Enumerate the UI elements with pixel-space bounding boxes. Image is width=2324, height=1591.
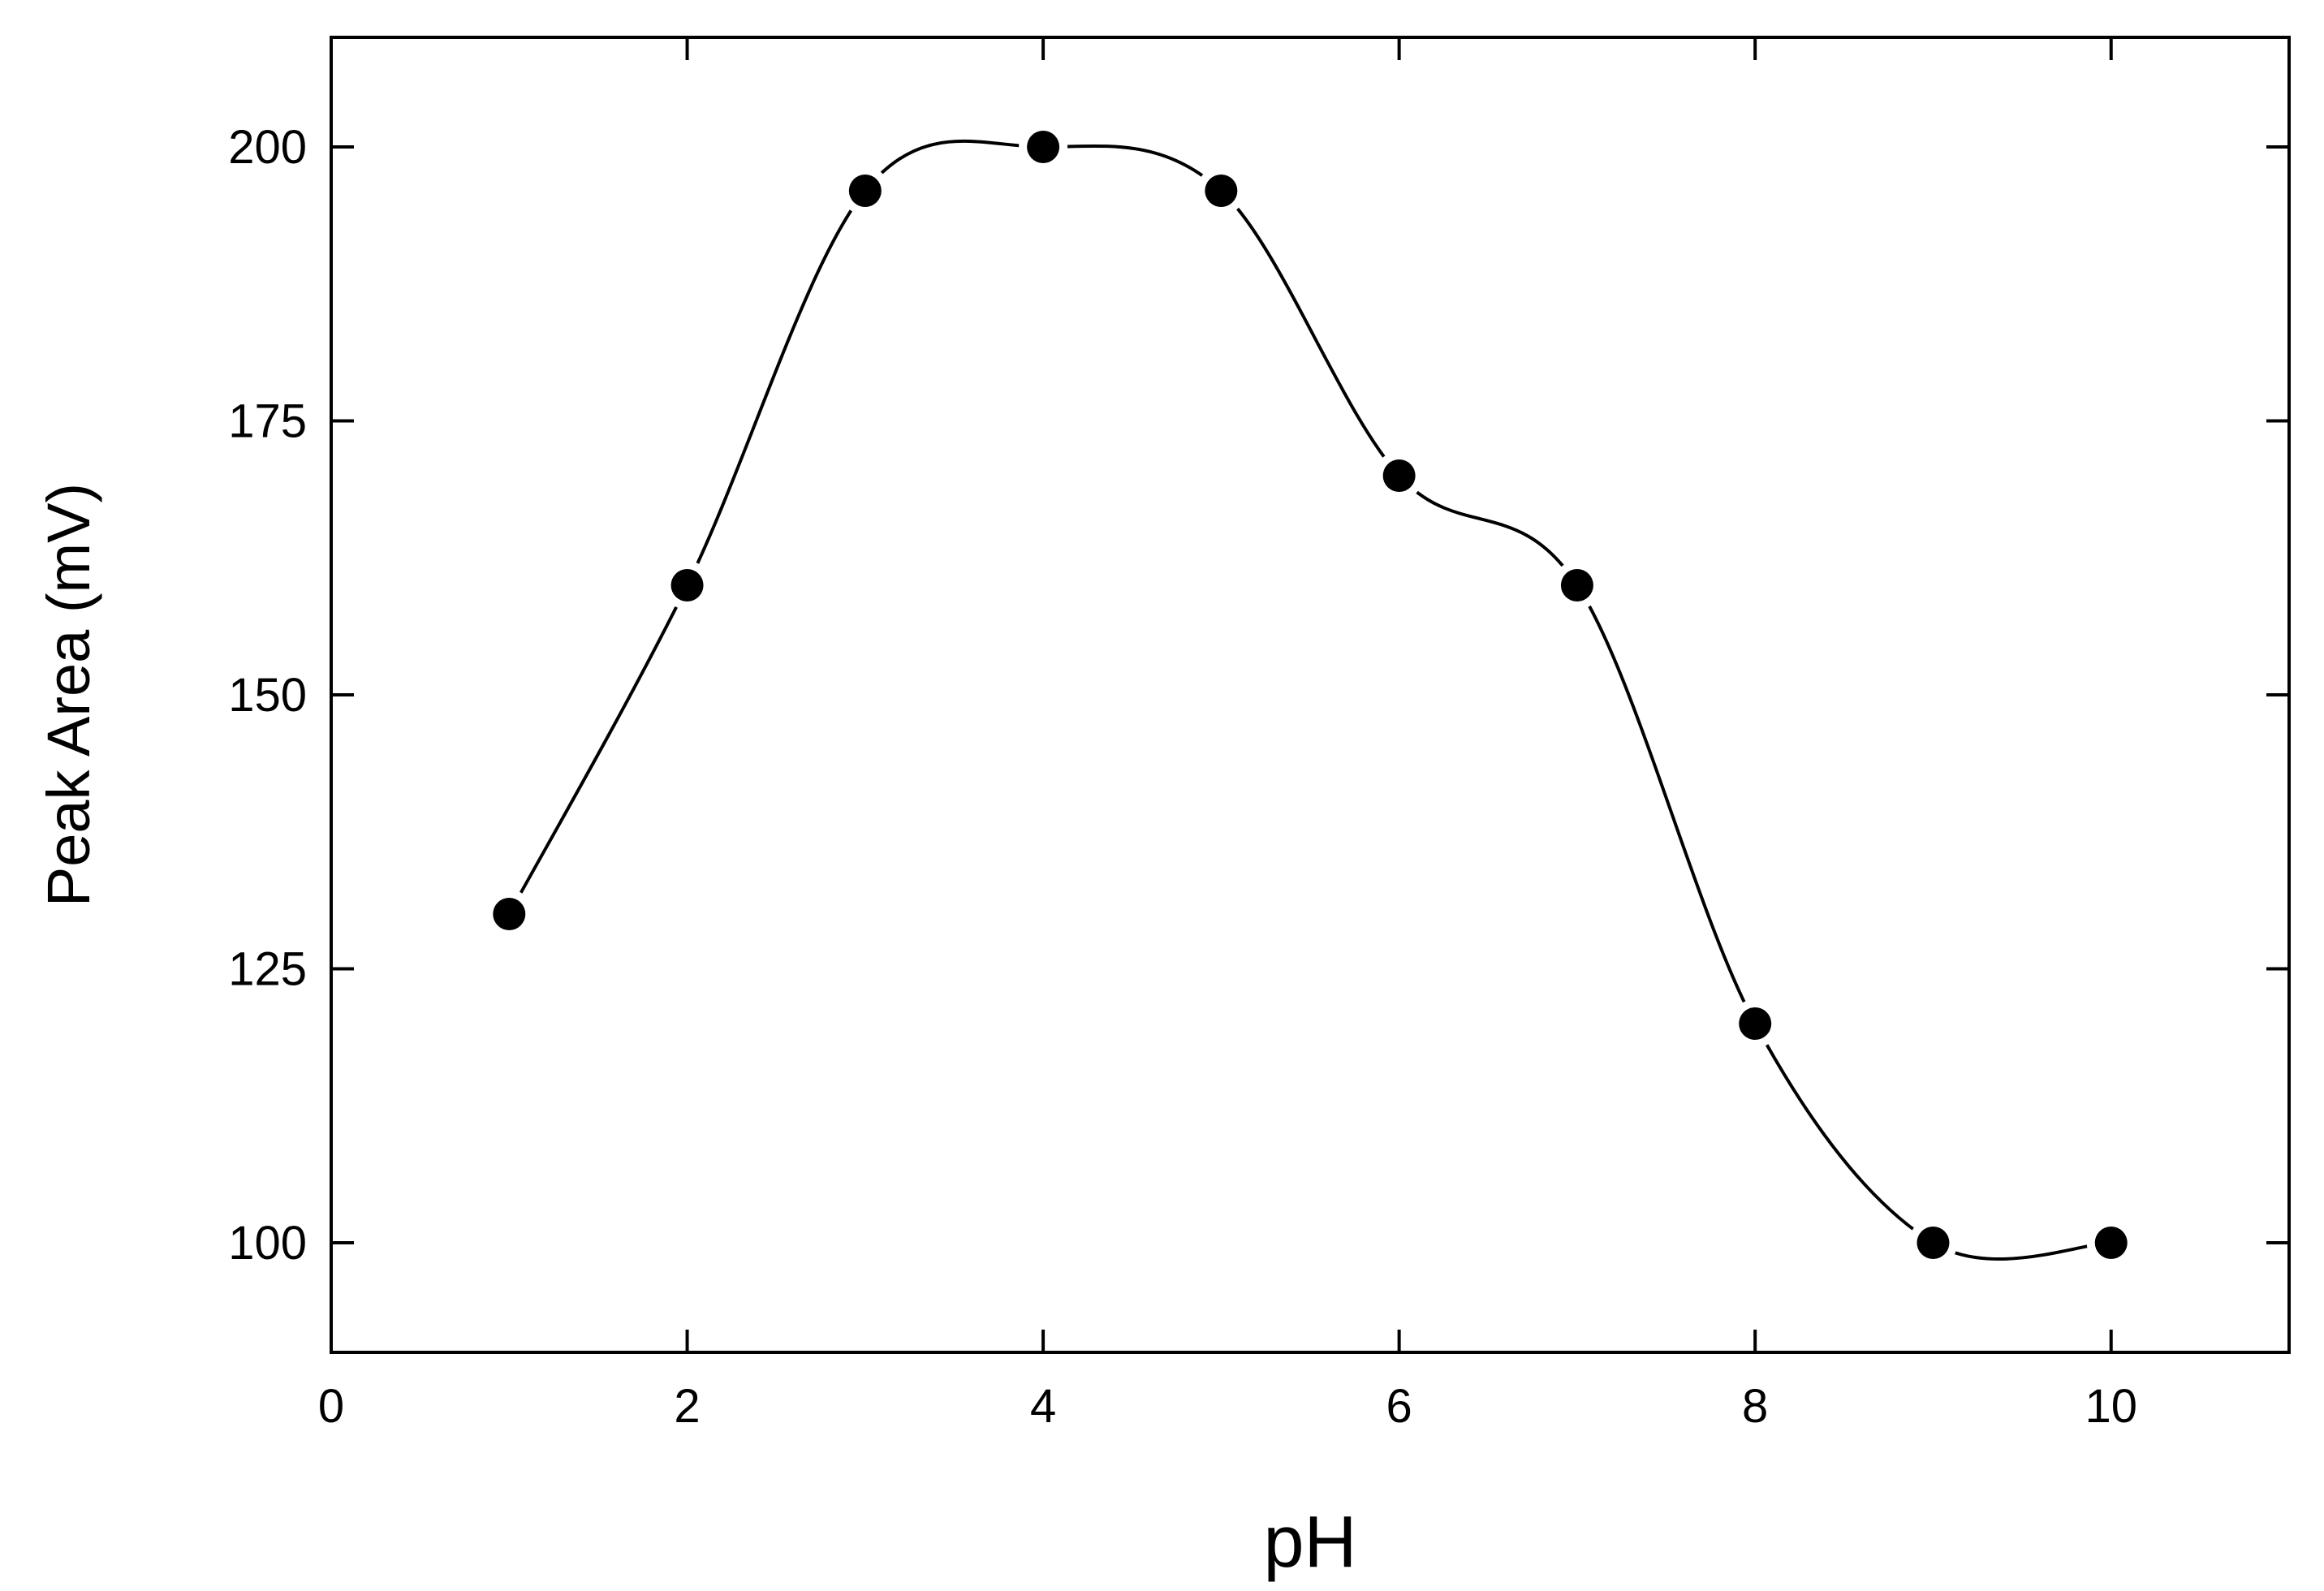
x-tick-label: 2 — [674, 1380, 700, 1433]
data-point — [493, 898, 526, 930]
x-tick-label: 6 — [1386, 1380, 1412, 1433]
x-tick-label: 4 — [1030, 1380, 1056, 1433]
x-axis-ticks: 0 2 4 6 8 10 — [318, 37, 2137, 1433]
x-axis-title: pH — [1263, 1502, 1356, 1583]
y-tick-label: 125 — [228, 943, 307, 996]
series-line — [507, 139, 2111, 1261]
data-point — [848, 175, 882, 207]
series-layer — [485, 123, 2136, 1267]
data-point — [2094, 1227, 2128, 1259]
x-tick-label: 0 — [318, 1380, 344, 1433]
y-axis-ticks: 100 125 150 175 200 — [228, 121, 2289, 1270]
y-tick-label: 175 — [228, 395, 307, 448]
y-tick-label: 150 — [228, 669, 307, 722]
data-point — [1560, 569, 1593, 601]
data-point — [1917, 1227, 1950, 1259]
y-tick-label: 100 — [228, 1217, 307, 1270]
y-axis-title: Peak Area (mV) — [35, 483, 102, 907]
data-point — [1205, 175, 1238, 207]
data-point — [1382, 459, 1416, 492]
data-point — [670, 569, 704, 601]
data-point — [1739, 1007, 1772, 1040]
x-tick-label: 10 — [2085, 1380, 2137, 1433]
y-tick-label: 200 — [228, 121, 307, 174]
x-tick-label: 8 — [1742, 1380, 1768, 1433]
data-point — [1027, 131, 1060, 163]
plot-frame — [330, 36, 2291, 1354]
